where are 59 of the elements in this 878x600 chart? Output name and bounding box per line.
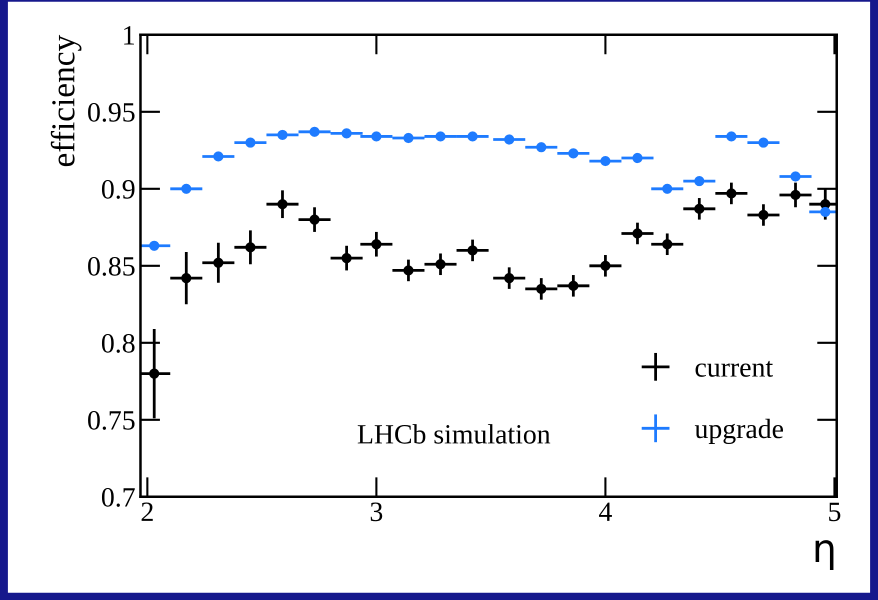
point [726,131,736,142]
point [820,206,830,217]
point [758,210,769,220]
point [342,253,352,264]
point [632,152,643,164]
point [342,128,352,138]
x-tick-label: 2 [142,502,153,521]
point [277,130,288,140]
y-tick-label: 0.7 [102,488,135,507]
y-tick-label: 0.85 [88,256,135,276]
point [181,273,192,284]
point [467,245,478,256]
point [371,239,382,250]
y-tick-label: 0.75 [88,410,135,430]
point [600,260,610,271]
point [568,148,578,158]
point [790,171,801,182]
point [694,176,704,186]
point [536,284,546,294]
point [662,239,672,250]
point [632,228,643,239]
point [403,132,414,144]
point [600,156,610,166]
point [181,184,192,194]
legend-label: current [696,360,773,377]
point [371,131,382,142]
point [245,138,256,148]
y-axis-title: efficiency [50,34,82,166]
point [726,188,736,199]
y-tick-label: 0.9 [102,180,134,199]
annotation: LHCb simulation [358,424,550,444]
point [245,242,256,252]
point [403,265,414,276]
y-tick-label: 0.8 [102,334,135,353]
point [309,214,320,225]
point [149,368,160,379]
point [213,258,224,268]
point [504,273,514,284]
point [213,151,224,162]
y-tick-label: 0.95 [88,102,135,122]
legend-label: upgrade [694,418,783,444]
point [568,280,578,291]
point [536,142,546,152]
x-tick-label: 4 [599,502,612,521]
point [662,184,672,194]
point [790,190,801,200]
point [694,204,704,214]
y-tick-label: 1 [124,26,134,44]
x-axis-title: η [816,540,834,570]
point [277,199,288,210]
point [309,126,320,137]
point [758,138,769,148]
point [435,131,446,142]
point [467,131,478,142]
point [435,259,446,270]
x-tick-label: 3 [370,502,382,522]
x-tick-label: 5 [829,502,840,522]
point [504,134,514,145]
point [149,240,160,251]
